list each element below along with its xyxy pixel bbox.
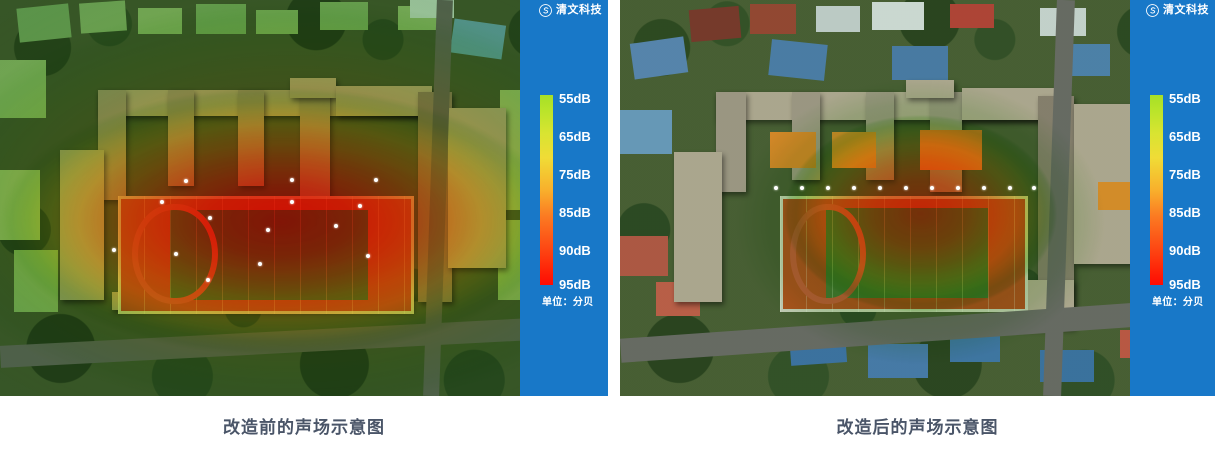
legend-sidebar-after: 清文科技 55dB 65dB 75dB 85dB 90dB 95dB 单位：分贝 <box>1130 0 1215 396</box>
caption-after-renovation: 改造后的声场示意图 <box>836 418 999 437</box>
colorbar-tick-95: 95dB <box>559 277 591 292</box>
colorbar-gradient <box>1150 95 1163 285</box>
sports-field <box>780 196 1028 312</box>
panel-before-renovation: 清文科技 55dB 65dB 75dB 85dB 90dB 95dB 单位：分贝 <box>0 0 608 396</box>
brand-lockup: 清文科技 <box>539 4 602 17</box>
colorbar-tick-90: 90dB <box>1169 243 1201 258</box>
brand-name: 清文科技 <box>556 4 602 16</box>
sports-field <box>118 196 414 314</box>
aerial-base-before <box>0 0 608 396</box>
colorbar-tick-55: 55dB <box>1169 91 1201 106</box>
legend-sidebar-before: 清文科技 55dB 65dB 75dB 85dB 90dB 95dB 单位：分贝 <box>520 0 608 396</box>
colorbar-tick-65: 65dB <box>559 129 591 144</box>
colorbar-unit-label: 单位：分贝 <box>542 297 594 308</box>
brand-name: 清文科技 <box>1163 4 1209 16</box>
colorbar-tick-90: 90dB <box>559 243 591 258</box>
colorbar-tick-55: 55dB <box>559 91 591 106</box>
caption-before-renovation: 改造前的声场示意图 <box>223 418 385 437</box>
brand-lockup: 清文科技 <box>1146 4 1209 17</box>
colorbar-tick-75: 75dB <box>559 167 591 182</box>
colorbar-tick-85: 85dB <box>1169 205 1201 220</box>
colorbar-tick-85: 85dB <box>559 205 591 220</box>
spiral-logo-icon <box>1146 4 1159 17</box>
panel-after-renovation: 清文科技 55dB 65dB 75dB 85dB 90dB 95dB 单位：分贝 <box>620 0 1215 396</box>
aerial-photo-before <box>0 0 608 396</box>
aerial-base-after <box>620 0 1215 396</box>
aerial-photo-after <box>620 0 1215 396</box>
colorbar-tick-65: 65dB <box>1169 129 1201 144</box>
spiral-logo-icon <box>539 4 552 17</box>
colorbar-after: 55dB 65dB 75dB 85dB 90dB 95dB <box>1150 91 1210 291</box>
colorbar-gradient <box>540 95 553 285</box>
colorbar-tick-95: 95dB <box>1169 277 1201 292</box>
colorbar-tick-75: 75dB <box>1169 167 1201 182</box>
colorbar-before: 55dB 65dB 75dB 85dB 90dB 95dB <box>540 91 600 291</box>
colorbar-unit-label: 单位：分贝 <box>1152 297 1204 308</box>
